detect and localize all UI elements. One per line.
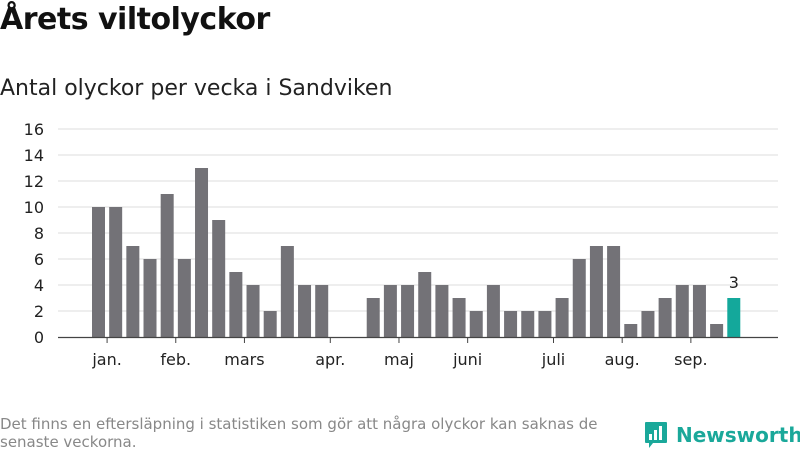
bar xyxy=(263,311,277,337)
bar xyxy=(229,272,243,337)
bar xyxy=(452,298,466,337)
y-tick-label: 2 xyxy=(34,302,44,321)
y-tick-label: 6 xyxy=(34,250,44,269)
bar-chart-logo-icon xyxy=(645,422,667,448)
bar xyxy=(641,311,655,337)
x-tick-label: mars xyxy=(224,350,264,369)
bar xyxy=(280,246,294,337)
bar xyxy=(160,194,174,337)
x-tick-label: feb. xyxy=(160,350,191,369)
bar xyxy=(315,285,329,337)
bar xyxy=(366,298,380,337)
bar xyxy=(469,311,483,337)
bar xyxy=(246,285,260,337)
bar xyxy=(195,168,209,337)
y-tick-label: 10 xyxy=(24,198,44,217)
x-tick-label: apr. xyxy=(315,350,345,369)
bar xyxy=(143,259,157,337)
bar xyxy=(589,246,603,337)
bar xyxy=(435,285,449,337)
y-tick-label: 12 xyxy=(24,172,44,191)
bar xyxy=(607,246,621,337)
y-tick-label: 16 xyxy=(24,120,44,139)
bar xyxy=(675,285,689,337)
bar xyxy=(572,259,586,337)
bar xyxy=(504,311,518,337)
y-tick-label: 0 xyxy=(34,328,44,347)
bar xyxy=(521,311,535,337)
bar xyxy=(92,207,105,337)
bar xyxy=(126,246,140,337)
bar xyxy=(177,259,191,337)
brand-logo[interactable]: Newsworthy xyxy=(644,420,800,450)
bar-chart: 0 2 4 6 8 10 12 14 16 3 jan. feb. mars apr. maj juni jul… xyxy=(24,120,778,369)
y-tick-label: 14 xyxy=(24,146,44,165)
bar xyxy=(692,285,706,337)
x-tick-label: juli xyxy=(541,350,565,369)
bar xyxy=(658,298,672,337)
bar xyxy=(298,285,312,337)
bar xyxy=(383,285,397,337)
x-tick-label: aug. xyxy=(605,350,640,369)
brand-name: Newsworthy xyxy=(676,423,800,447)
bar xyxy=(212,220,226,337)
bar xyxy=(109,207,123,337)
y-tick-label: 4 xyxy=(34,276,44,295)
bar xyxy=(401,285,415,337)
x-tick-label: maj xyxy=(384,350,414,369)
y-tick-label: 8 xyxy=(34,224,44,243)
bar xyxy=(710,324,724,337)
bar xyxy=(538,311,552,337)
chart-title: Årets viltolyckor xyxy=(0,2,270,37)
chart-subtitle: Antal olyckor per vecka i Sandviken xyxy=(0,76,393,101)
bar xyxy=(624,324,638,337)
bar xyxy=(555,298,569,337)
bar xyxy=(486,285,500,337)
x-tick-label: juni xyxy=(452,350,482,369)
x-tick-label: sep. xyxy=(674,350,707,369)
bar xyxy=(418,272,432,337)
x-tick-label: jan. xyxy=(91,350,121,369)
highlight-bar xyxy=(727,298,741,337)
data-label: 3 xyxy=(729,273,739,292)
footnote: Det finns en eftersläpning i statistiken… xyxy=(0,415,598,451)
